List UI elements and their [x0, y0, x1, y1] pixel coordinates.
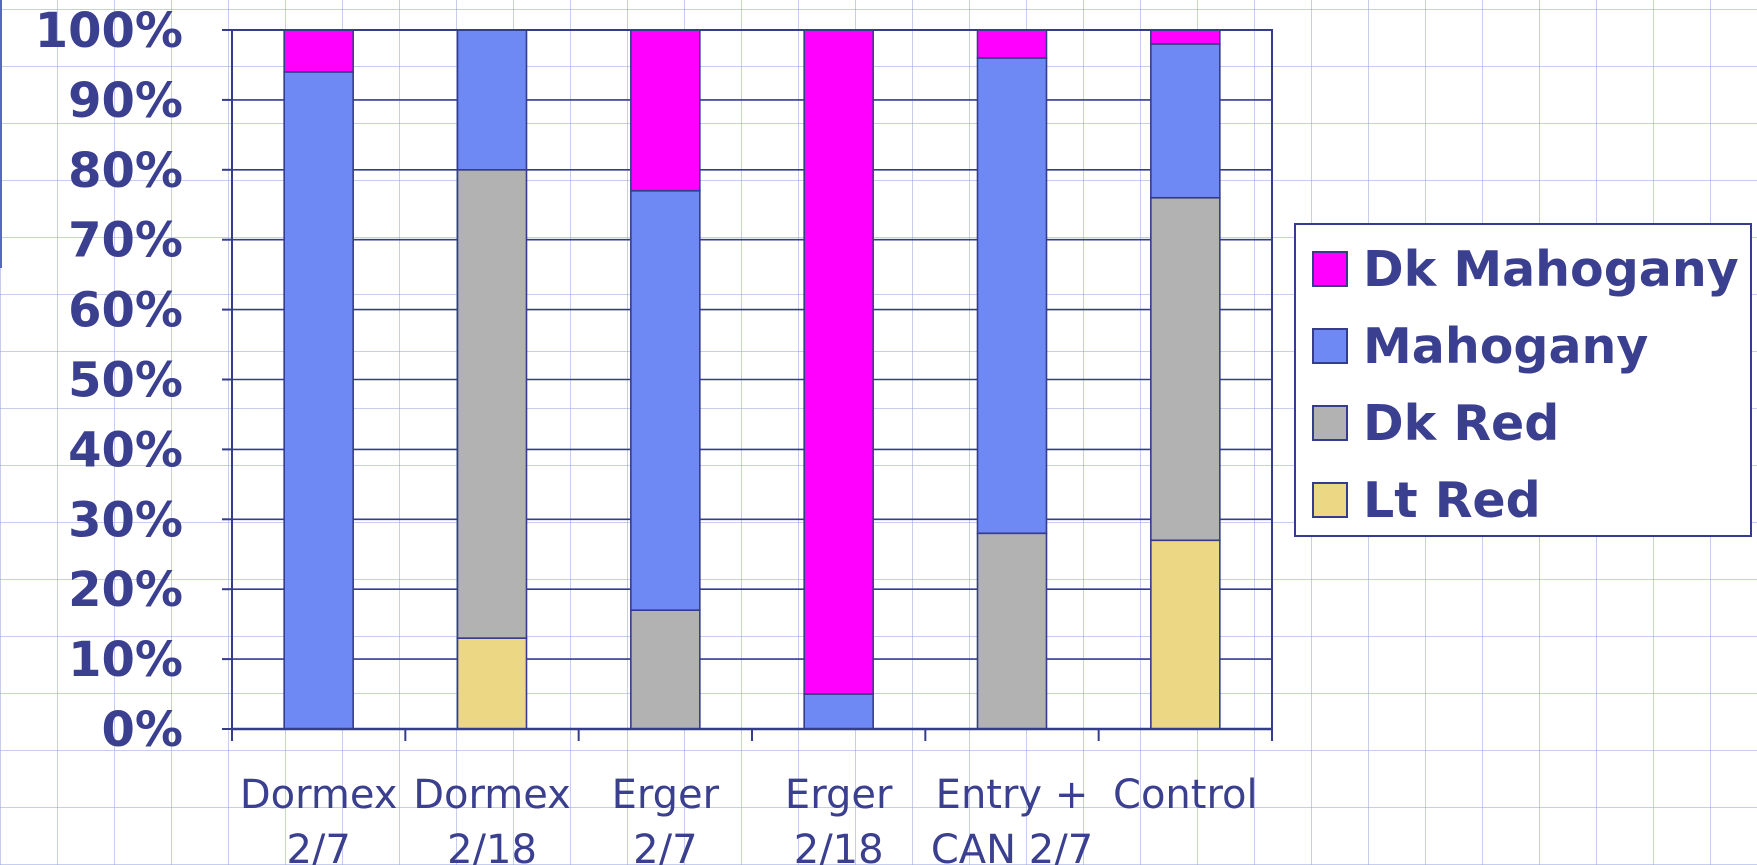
y-tick-label: 100% — [35, 3, 183, 59]
x-tick-label: Dormex 2/7 — [240, 772, 398, 865]
y-tick-label: 70% — [68, 213, 183, 269]
gridlines — [232, 29, 1272, 660]
legend: Dk Mahogany Mahogany Dk Red Lt Red — [1294, 223, 1752, 537]
bar-segment-dk-red — [456, 169, 528, 639]
slide-edge-rule — [0, 0, 2, 268]
bar-segment-dk-mahogany — [803, 29, 874, 695]
y-tick-label: 90% — [68, 73, 183, 129]
x-tick-label: Control — [1113, 772, 1258, 818]
bar-segment-mahogany — [976, 57, 1048, 535]
y-tick-label: 80% — [68, 143, 183, 199]
y-tick-label: 30% — [68, 492, 183, 548]
bar-segment-lt-red — [1150, 539, 1221, 730]
y-tick-labels: 0% 10% 20% 30% 40% 50% 60% 70% 80% 90% 100% — [35, 3, 183, 758]
bar-segment-dk-mahogany — [283, 29, 354, 73]
bar-segment-dk-red — [1150, 196, 1221, 542]
y-tick-label: 20% — [68, 562, 183, 618]
bar-segment-mahogany — [1150, 43, 1221, 199]
bar-segment-dk-mahogany — [1150, 29, 1221, 45]
bar-segment-dk-mahogany — [630, 29, 701, 192]
bar-segment-dk-red — [630, 609, 701, 730]
bar-segment-mahogany — [803, 693, 874, 730]
bar-segment-dk-red — [976, 532, 1048, 730]
x-tick-label: Entry + CAN 2/7 — [931, 772, 1093, 865]
legend-swatch — [1312, 482, 1348, 518]
legend-swatch — [1312, 405, 1348, 441]
legend-swatch — [1312, 328, 1348, 364]
legend-label: Lt Red — [1363, 472, 1541, 529]
legend-box — [1294, 223, 1752, 537]
axes — [222, 29, 1273, 741]
bar-segment-dk-mahogany — [976, 29, 1048, 59]
y-tick-label: 40% — [68, 422, 183, 478]
x-tick-label: Dormex 2/18 — [413, 772, 571, 865]
bar-segment-mahogany — [630, 189, 701, 611]
x-tick-label: Erger 2/7 — [612, 772, 720, 865]
bars — [283, 29, 1221, 730]
y-tick-label: 50% — [68, 353, 183, 409]
legend-label: Dk Red — [1363, 395, 1559, 452]
legend-label: Dk Mahogany — [1363, 241, 1739, 298]
x-tick-label: Erger 2/18 — [785, 772, 893, 865]
bar-segment-mahogany — [283, 71, 354, 730]
bar-segment-lt-red — [456, 637, 528, 730]
y-tick-label: 60% — [68, 283, 183, 339]
legend-swatch — [1312, 251, 1348, 287]
y-tick-label: 10% — [68, 632, 183, 688]
legend-label: Mahogany — [1363, 318, 1648, 375]
bar-segment-mahogany — [456, 29, 528, 171]
y-tick-label: 0% — [102, 702, 184, 758]
